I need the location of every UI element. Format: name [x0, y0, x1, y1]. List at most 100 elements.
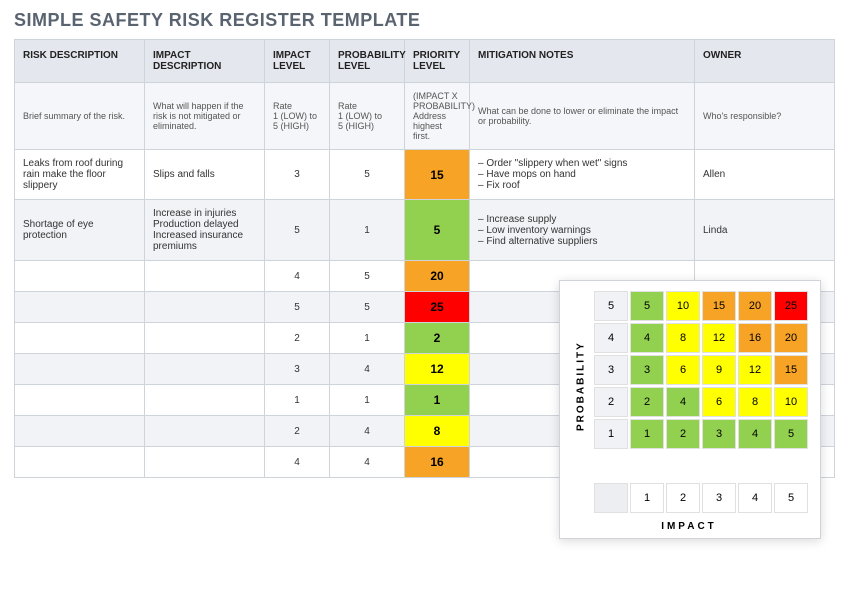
matrix-cell: 12 — [738, 355, 772, 385]
risk-cell — [15, 385, 145, 416]
table-header-row: RISK DESCRIPTIONIMPACT DESCRIPTIONIMPACT… — [15, 40, 835, 83]
impact-desc-cell: Increase in injuries Production delayed … — [145, 200, 265, 261]
matrix-cell: 6 — [666, 355, 700, 385]
mitigation-item: Find alternative suppliers — [478, 236, 686, 247]
probability-level-cell: 4 — [330, 447, 405, 478]
probability-level-cell: 4 — [330, 354, 405, 385]
table-row: Shortage of eye protectionIncrease in in… — [15, 200, 835, 261]
matrix-cell: 3 — [702, 419, 736, 449]
priority-level-cell: 1 — [405, 385, 470, 416]
impact-level-cell: 1 — [265, 385, 330, 416]
risk-cell — [15, 447, 145, 478]
impact-level-cell: 3 — [265, 150, 330, 200]
matrix-x-header: 4 — [738, 483, 772, 513]
matrix-cell: 25 — [774, 291, 808, 321]
help-cell: What can be done to lower or eliminate t… — [470, 83, 695, 150]
matrix-cell: 5 — [630, 291, 664, 321]
probability-level-cell: 5 — [330, 292, 405, 323]
probability-level-cell: 1 — [330, 385, 405, 416]
matrix-y-header: 5 — [594, 291, 628, 321]
probability-level-cell: 5 — [330, 261, 405, 292]
matrix-cell: 4 — [738, 419, 772, 449]
matrix-y-header: 3 — [594, 355, 628, 385]
matrix-cell: 5 — [774, 419, 808, 449]
column-header: MITIGATION NOTES — [470, 40, 695, 83]
risk-cell — [15, 261, 145, 292]
matrix-cell: 15 — [702, 291, 736, 321]
priority-level-cell: 16 — [405, 447, 470, 478]
matrix-x-header: 2 — [666, 483, 700, 513]
matrix-cell: 9 — [702, 355, 736, 385]
priority-level-cell: 20 — [405, 261, 470, 292]
mitigation-item: Increase supply — [478, 214, 686, 225]
matrix-y-header: 4 — [594, 323, 628, 353]
matrix-cell: 12 — [702, 323, 736, 353]
matrix-x-header: 1 — [630, 483, 664, 513]
matrix-cell: 2 — [666, 419, 700, 449]
priority-level-cell: 25 — [405, 292, 470, 323]
risk-cell — [15, 323, 145, 354]
impact-desc-cell — [145, 447, 265, 478]
matrix-x-header: 3 — [702, 483, 736, 513]
matrix-cell: 6 — [702, 387, 736, 417]
impact-level-cell: 2 — [265, 323, 330, 354]
impact-level-cell: 2 — [265, 416, 330, 447]
risk-matrix-panel: PROBABILITY55101520254481216203369121522… — [559, 280, 821, 539]
probability-level-cell: 5 — [330, 150, 405, 200]
column-header: PROBABILITY LEVEL — [330, 40, 405, 83]
column-header: IMPACT LEVEL — [265, 40, 330, 83]
mitigation-item: Have mops on hand — [478, 169, 686, 180]
matrix-cell: 2 — [630, 387, 664, 417]
risk-cell — [15, 292, 145, 323]
matrix-cell: 10 — [774, 387, 808, 417]
matrix-y-header: 1 — [594, 419, 628, 449]
help-cell: Brief summary of the risk. — [15, 83, 145, 150]
matrix-x-header: 5 — [774, 483, 808, 513]
priority-level-cell: 12 — [405, 354, 470, 385]
mitigation-cell: Increase supplyLow inventory warningsFin… — [470, 200, 695, 261]
table-row: Leaks from roof during rain make the flo… — [15, 150, 835, 200]
matrix-cell: 10 — [666, 291, 700, 321]
risk-cell: Shortage of eye protection — [15, 200, 145, 261]
help-cell: Rate 1 (LOW) to 5 (HIGH) — [265, 83, 330, 150]
priority-level-cell: 15 — [405, 150, 470, 200]
impact-desc-cell — [145, 385, 265, 416]
impact-desc-cell: Slips and falls — [145, 150, 265, 200]
matrix-cell: 3 — [630, 355, 664, 385]
mitigation-item: Fix roof — [478, 180, 686, 191]
help-row: Brief summary of the risk.What will happ… — [15, 83, 835, 150]
column-header: PRIORITY LEVEL — [405, 40, 470, 83]
mitigation-cell: Order "slippery when wet" signsHave mops… — [470, 150, 695, 200]
matrix-x-axis-label: IMPACT — [570, 517, 808, 532]
matrix-cell: 4 — [630, 323, 664, 353]
help-cell: Who's responsible? — [695, 83, 835, 150]
impact-level-cell: 5 — [265, 292, 330, 323]
column-header: OWNER — [695, 40, 835, 83]
help-cell: (IMPACT X PROBABILITY) Address highest f… — [405, 83, 470, 150]
matrix-cell: 20 — [738, 291, 772, 321]
priority-level-cell: 8 — [405, 416, 470, 447]
impact-desc-cell — [145, 354, 265, 385]
page-title: SIMPLE SAFETY RISK REGISTER TEMPLATE — [0, 0, 849, 39]
impact-level-cell: 5 — [265, 200, 330, 261]
help-cell: Rate 1 (LOW) to 5 (HIGH) — [330, 83, 405, 150]
priority-level-cell: 2 — [405, 323, 470, 354]
owner-cell: Linda — [695, 200, 835, 261]
mitigation-item: Low inventory warnings — [478, 225, 686, 236]
probability-level-cell: 1 — [330, 323, 405, 354]
matrix-corner-blank — [594, 483, 628, 513]
impact-level-cell: 4 — [265, 261, 330, 292]
impact-desc-cell — [145, 292, 265, 323]
impact-level-cell: 4 — [265, 447, 330, 478]
impact-desc-cell — [145, 323, 265, 354]
matrix-cell: 8 — [738, 387, 772, 417]
risk-cell — [15, 416, 145, 447]
risk-matrix-grid: PROBABILITY55101520254481216203369121522… — [570, 291, 808, 513]
matrix-cell: 1 — [630, 419, 664, 449]
risk-cell: Leaks from roof during rain make the flo… — [15, 150, 145, 200]
matrix-cell: 16 — [738, 323, 772, 353]
priority-level-cell: 5 — [405, 200, 470, 261]
column-header: IMPACT DESCRIPTION — [145, 40, 265, 83]
help-cell: What will happen if the risk is not miti… — [145, 83, 265, 150]
matrix-cell: 8 — [666, 323, 700, 353]
